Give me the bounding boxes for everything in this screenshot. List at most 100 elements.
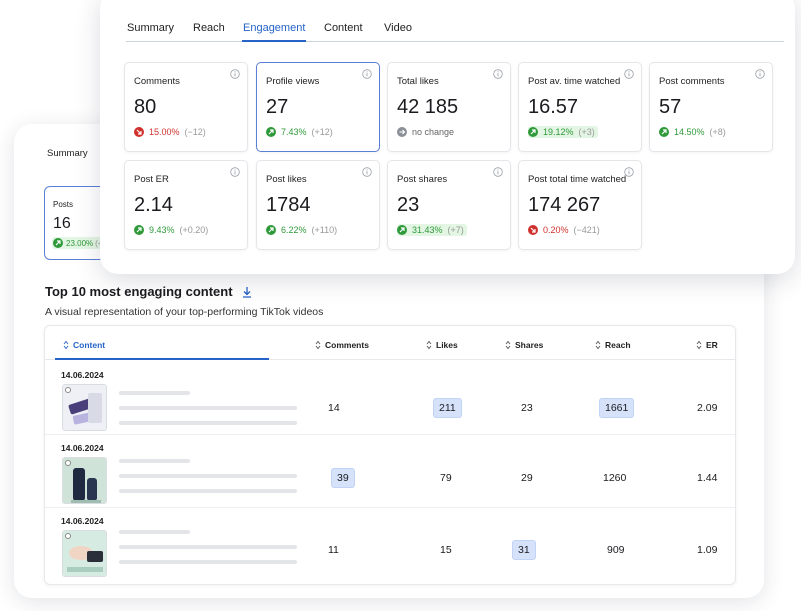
cell-reach: 1260: [603, 472, 627, 484]
cell-shares-highlight: 31: [512, 540, 536, 560]
info-icon[interactable]: [624, 167, 634, 177]
metric-card-comments[interactable]: Comments 80 15.00% (−12): [124, 62, 248, 152]
metric-change: 9.43% (+0.20): [134, 224, 208, 236]
metric-change: no change: [397, 126, 456, 138]
cell-likes: 79: [440, 472, 452, 484]
tab-engagement[interactable]: Engagement: [243, 22, 306, 34]
tab-reach[interactable]: Reach: [193, 22, 225, 34]
info-icon[interactable]: [493, 167, 503, 177]
sort-icon: [505, 340, 511, 350]
column-content[interactable]: Content: [63, 340, 105, 350]
metric-label: Post comments: [659, 76, 725, 87]
change-percent: 0.20%: [543, 225, 569, 235]
metric-change: 15.00% (−12): [134, 126, 206, 138]
no-change-icon: [397, 127, 407, 137]
cell-likes-highlight: 211: [433, 398, 462, 418]
metric-value: 1784: [266, 194, 311, 216]
metric-value: 2.14: [134, 194, 173, 216]
active-column-underline: [55, 358, 269, 360]
video-badge-icon: [65, 533, 71, 539]
row-date: 14.06.2024: [61, 516, 104, 526]
metric-value: 80: [134, 96, 157, 118]
change-delta: (+0.20): [179, 225, 209, 235]
metric-label: Post shares: [397, 174, 448, 185]
info-icon[interactable]: [624, 69, 634, 79]
metric-card-post-likes[interactable]: Post likes 1784 6.22% (+110): [256, 160, 380, 250]
sort-icon: [696, 340, 702, 350]
cell-comments: 14: [328, 402, 340, 414]
metric-change: 31.43% (+7): [397, 224, 467, 236]
metric-change: 6.22% (+110): [266, 224, 337, 236]
video-badge-icon: [65, 387, 71, 393]
cell-shares: 29: [521, 472, 533, 484]
change-delta: (+7): [447, 225, 464, 235]
info-icon[interactable]: [362, 167, 372, 177]
video-thumbnail[interactable]: [62, 457, 107, 504]
column-likes[interactable]: Likes: [426, 340, 458, 350]
table-row[interactable]: 14.06.2024 39 79 29 1260 1.44: [45, 435, 735, 508]
metric-value: 174 267: [528, 194, 601, 216]
change-delta: (+110): [311, 225, 338, 235]
sort-icon: [595, 340, 601, 350]
top10-table: Content Comments Likes Shares Reach ER: [44, 325, 736, 585]
skeleton-line: [119, 489, 297, 493]
change-delta: (+8): [709, 127, 726, 137]
download-icon[interactable]: [241, 286, 253, 298]
video-thumbnail[interactable]: [62, 530, 107, 577]
info-icon[interactable]: [362, 69, 372, 79]
metric-card-post-av-time-watched[interactable]: Post av. time watched 16.57 19.12% (+3): [518, 62, 642, 152]
tab-summary-back[interactable]: Summary: [47, 148, 88, 159]
metric-change: 14.50% (+8): [659, 126, 726, 138]
metric-change: 19.12% (+3): [528, 126, 598, 138]
skeleton-line: [119, 530, 190, 534]
trend-up-icon: [134, 225, 144, 235]
change-percent: no change: [412, 127, 455, 137]
column-shares[interactable]: Shares: [505, 340, 543, 350]
column-er[interactable]: ER: [696, 340, 718, 350]
info-icon[interactable]: [230, 69, 240, 79]
sort-icon: [426, 340, 432, 350]
change-percent: 9.43%: [149, 225, 175, 235]
table-row[interactable]: 14.06.2024 11 15 31 909 1.09: [45, 508, 735, 581]
change-percent: 19.12%: [543, 127, 574, 137]
metric-value: 42 185: [397, 96, 459, 118]
tab-video[interactable]: Video: [384, 22, 412, 34]
skeleton-line: [119, 391, 190, 395]
change-delta: (+3): [578, 127, 595, 137]
trend-up-icon: [528, 127, 538, 137]
engagement-panel: Summary Reach Engagement Content Video C…: [100, 0, 795, 274]
metric-card-post-total-time-watched[interactable]: Post total time watched 174 267 0.20% (−421…: [518, 160, 642, 250]
cell-comments: 11: [328, 544, 339, 556]
cell-reach: 909: [607, 544, 625, 556]
sort-icon: [63, 340, 69, 350]
info-icon[interactable]: [493, 69, 503, 79]
posts-card-change: 23.00% (+: [52, 237, 106, 249]
metric-card-post-shares[interactable]: Post shares 23 31.43% (+7): [387, 160, 511, 250]
row-date: 14.06.2024: [61, 443, 104, 453]
trend-up-icon: [266, 225, 276, 235]
metric-value: 16.57: [528, 96, 579, 118]
metric-label: Comments: [134, 76, 180, 87]
table-row[interactable]: 14.06.2024 14 211 23 1661 2.09: [45, 362, 735, 435]
change-delta: (−12): [184, 127, 206, 137]
column-reach[interactable]: Reach: [595, 340, 631, 350]
tab-content[interactable]: Content: [324, 22, 363, 34]
info-icon[interactable]: [230, 167, 240, 177]
metric-value: 27: [266, 96, 289, 118]
skeleton-line: [119, 474, 297, 478]
column-comments[interactable]: Comments: [315, 340, 369, 350]
change-percent: 31.43%: [412, 225, 443, 235]
metric-card-total-likes[interactable]: Total likes 42 185 no change: [387, 62, 511, 152]
metric-card-profile-views[interactable]: Profile views 27 7.43% (+12): [256, 62, 380, 152]
video-thumbnail[interactable]: [62, 384, 107, 431]
cell-er: 1.09: [697, 544, 718, 556]
metric-value: 23: [397, 194, 420, 216]
metric-card-post-er[interactable]: Post ER 2.14 9.43% (+0.20): [124, 160, 248, 250]
info-icon[interactable]: [755, 69, 765, 79]
metric-card-post-comments[interactable]: Post comments 57 14.50% (+8): [649, 62, 773, 152]
tab-bar: Summary Reach Engagement Content Video: [126, 14, 784, 42]
tab-summary[interactable]: Summary: [127, 22, 175, 34]
cell-shares: 23: [521, 402, 533, 414]
metric-label: Post ER: [134, 174, 169, 185]
trend-up-icon: [53, 238, 63, 248]
